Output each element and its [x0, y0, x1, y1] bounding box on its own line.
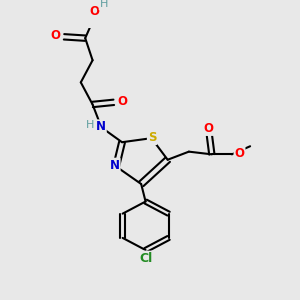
Text: O: O	[203, 122, 213, 135]
Text: S: S	[148, 131, 156, 144]
Text: O: O	[89, 5, 99, 18]
Text: N: N	[96, 120, 106, 133]
Text: H: H	[100, 0, 108, 10]
Text: O: O	[51, 29, 61, 42]
Text: O: O	[235, 147, 244, 160]
Text: N: N	[110, 159, 120, 172]
Text: H: H	[86, 120, 94, 130]
Text: Cl: Cl	[139, 252, 152, 265]
Text: O: O	[117, 95, 127, 108]
